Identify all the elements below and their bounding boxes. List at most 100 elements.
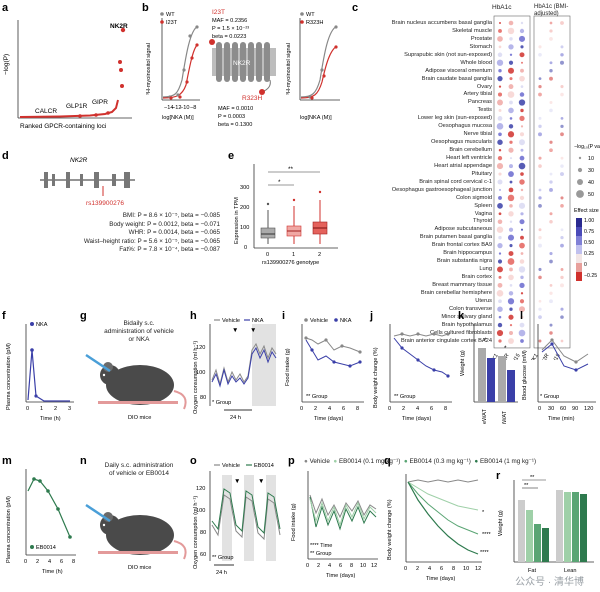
tissue-label: Brain hippocampus: [443, 250, 492, 257]
ytick: 100: [240, 225, 249, 231]
legend-vehicle-o: Vehicle: [222, 463, 240, 469]
hba1c-dot: [519, 259, 525, 264]
panel-l-glucose: Blood glucose (mM) * Group 0 30 60 90 12…: [522, 324, 596, 422]
hba1c-bmi-dot: [549, 21, 553, 25]
panel-o-stat: ** Group: [212, 555, 233, 561]
hba1c-bmi-dot: [560, 228, 564, 232]
panel-j-ylabel: Body weight change (%): [373, 347, 379, 408]
xtick: 6: [430, 406, 433, 412]
hba1c-dot: [498, 235, 502, 240]
legend-vehicle-h: Vehicle: [222, 318, 240, 324]
tissue-label: Colon transverse: [449, 305, 492, 312]
hba1c-bmi-dot: [560, 45, 564, 49]
cat-ewat: eWAT: [482, 409, 488, 424]
hba1c-dot: [509, 100, 513, 105]
panel-d-gene-model: NK2R rs139900276: [40, 157, 135, 207]
svg-text:▼: ▼: [232, 327, 238, 334]
sig-e-1: *: [278, 179, 281, 186]
hba1c-dot: [498, 299, 502, 304]
panel-label-d: d: [2, 150, 9, 162]
hba1c-dot: [509, 324, 513, 327]
xtick: 0: [538, 406, 541, 412]
hba1c-dot: [498, 29, 502, 33]
hba1c-dot: [508, 60, 514, 65]
hba1c-dot: [498, 172, 502, 176]
hba1c-bmi-dot: [538, 188, 542, 192]
panel-p-stat1: **** Time: [310, 543, 332, 549]
panel-o-o2: Oxygen consumption (ml h⁻¹) 60 80 100 12…: [193, 463, 281, 576]
panel-label-f: f: [2, 310, 6, 322]
gene-calcr: CALCR: [35, 108, 57, 115]
panel-i-food: Food intake (g) Vehicle NKA ** Group 0 2…: [285, 318, 364, 422]
hba1c-dot: [519, 242, 525, 249]
panel-label-c: c: [352, 2, 359, 14]
xtick: 30: [548, 406, 554, 412]
tissue-list: Brain nucleus accumbens basal ganglia Ske…: [352, 20, 492, 345]
panel-q-bw: Body weight change (%) * **** **** 0 2 4…: [387, 474, 492, 582]
hba1c-dot: [519, 195, 525, 201]
gene-label: HK1: [529, 353, 540, 360]
xtick: 60: [560, 406, 566, 412]
variant-r323h-maf: MAF = 0.0010: [218, 106, 253, 112]
panel-i-stat: ** Group: [306, 394, 327, 400]
panel-label-h: h: [190, 310, 197, 322]
svg-text:▼: ▼: [250, 327, 256, 334]
hba1c-bmi-dot: [549, 37, 553, 41]
hba1c-dot: [519, 155, 525, 161]
hba1c-dot: [497, 306, 503, 312]
hba1c-dot: [520, 108, 524, 113]
hba1c-dot: [498, 195, 502, 200]
xtick: 3: [68, 406, 71, 412]
hba1c-bmi-dot: [549, 212, 553, 216]
hba1c-dot: [497, 139, 503, 145]
panel-p-xlabel: Time (days): [326, 573, 355, 579]
hba1c-bmi-dot: [538, 299, 542, 303]
hba1c-dot: [498, 148, 502, 152]
xtick: 0: [306, 563, 309, 569]
hba1c-bmi-dot: [538, 164, 542, 168]
hba1c-bmi-dot: [538, 196, 542, 200]
effect-legend-swatch: [576, 254, 582, 263]
hba1c-dot: [508, 274, 514, 281]
assoc-waist-height: Waist–height ratio: P = 5.6 × 10⁻⁵, beta…: [83, 237, 220, 245]
tissue-label: Pituitary: [471, 170, 492, 177]
hba1c-bmi-dot: [538, 267, 542, 271]
xtick: 2: [54, 406, 57, 412]
tissue-label: Brain spinal cord cervical c-1: [419, 178, 492, 185]
sig-k-iwat: *: [504, 345, 507, 352]
panel-label-a: a: [2, 2, 9, 14]
tissue-label: Thyroid: [473, 218, 492, 225]
assoc-body-weight: Body weight: P = 0.0012, beta = −0.071: [109, 220, 220, 228]
ytick: 120: [196, 486, 205, 492]
hba1c-dot: [497, 52, 503, 58]
hba1c-dot: [519, 282, 525, 288]
hba1c-dot: [498, 188, 502, 191]
hba1c-bmi-dot: [549, 29, 553, 33]
xtick: −8: [190, 105, 196, 111]
xtick: 2: [402, 406, 405, 412]
panel-l-stat: * Group: [540, 394, 559, 400]
hba1c-dot: [508, 338, 514, 344]
panel-a-xlabel: Ranked GPCR-containing loci: [20, 123, 106, 130]
hba1c-dot: [496, 329, 504, 337]
hba1c-dot: [509, 284, 513, 287]
hba1c-bmi-dot: [560, 236, 564, 240]
xtick: 10: [360, 563, 366, 569]
hba1c-dot: [508, 314, 514, 320]
hba1c-dot: [520, 45, 524, 49]
tissue-label: Adipose visceral omentum: [425, 67, 492, 74]
hba1c-dot: [509, 164, 513, 169]
assoc-bmi: BMI: P = 8.6 × 10⁻⁵, beta = −0.085: [122, 212, 220, 219]
hba1c-dot: [507, 27, 515, 35]
hba1c-dot: [496, 163, 504, 170]
hba1c-dot: [520, 68, 524, 73]
hba1c-dot: [508, 227, 514, 232]
hba1c-dot: [497, 116, 503, 121]
panel-b-ylabel-left: ³H-myoinositol signal: [146, 43, 152, 95]
hba1c-dot: [497, 76, 503, 82]
panel-b-variants: ³H-myoinositol signal WT I23T −14 −12 −1…: [146, 9, 340, 128]
ytick: 0: [244, 245, 247, 251]
gene-label: HK1: [490, 353, 500, 360]
panel-p-food: Food intake (g) **** Time ** Group 0 2 4…: [291, 471, 378, 579]
tissue-label: Oesophagus gastroesophageal junction: [391, 186, 492, 193]
